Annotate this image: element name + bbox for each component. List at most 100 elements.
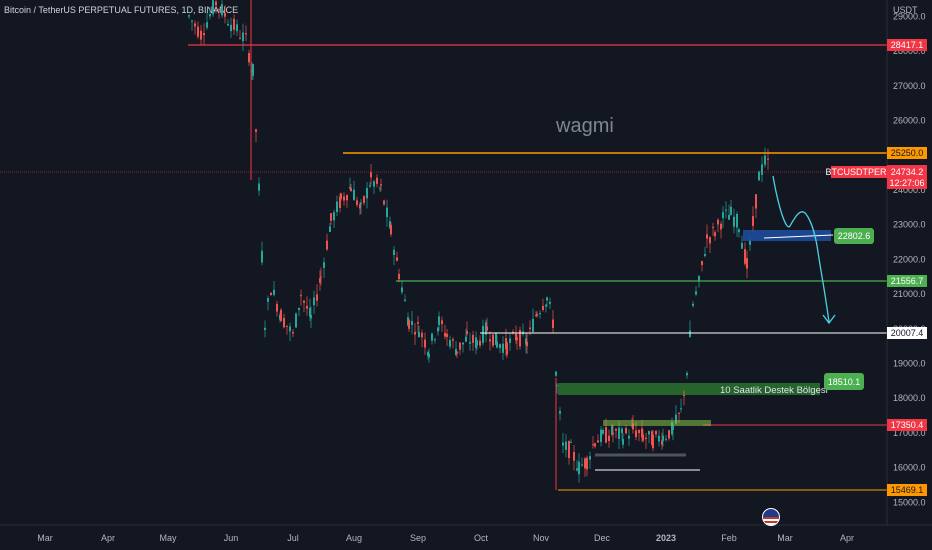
candle-body — [562, 442, 564, 446]
candle-body — [584, 458, 586, 469]
candle-body — [589, 456, 591, 460]
candle-body — [446, 333, 448, 337]
candle-body — [764, 155, 766, 165]
resistance-zone-blue[interactable] — [743, 230, 831, 241]
candle-body — [323, 262, 325, 268]
price-tick-label: 17000.0 — [893, 428, 926, 438]
candle-body — [434, 339, 436, 341]
candle-body — [662, 435, 664, 441]
candle-body — [552, 319, 554, 328]
candle-body — [373, 181, 375, 187]
candle-body — [300, 295, 302, 297]
time-tick-label: Apr — [101, 533, 115, 543]
projection-arrowhead — [822, 314, 836, 325]
candle-body — [212, 0, 214, 15]
candle-body — [343, 196, 345, 201]
time-tick-label: 2023 — [656, 533, 676, 543]
zone-annotation: 10 Saatlik Destek Bölgesi — [720, 385, 828, 396]
candle-body — [611, 426, 613, 435]
candle-body — [408, 319, 410, 329]
axis-tag-text: 25250.0 — [891, 148, 924, 158]
candle-body — [752, 216, 754, 226]
axis-tag-21556: 21556.7 — [887, 275, 927, 287]
support-zone-small[interactable] — [603, 420, 711, 426]
candle-body — [612, 432, 614, 435]
candle-body — [502, 343, 504, 353]
candle-body — [722, 212, 724, 219]
axis-tag-28417: 28417.1 — [887, 39, 927, 51]
candle-body — [197, 26, 199, 37]
candle-body — [576, 468, 578, 471]
candle-body — [370, 172, 372, 178]
candle-body — [767, 158, 769, 160]
time-tick-label: Mar — [37, 533, 53, 543]
price-tick-label: 26000.0 — [893, 115, 926, 125]
candle-body — [648, 431, 650, 435]
candle-body — [360, 202, 362, 205]
current-price-text: 24734.2 — [891, 167, 924, 177]
zone-pointer — [763, 234, 834, 239]
candle-body — [655, 431, 657, 435]
support-zone-10h[interactable] — [558, 383, 820, 395]
us-flag-icon[interactable] — [762, 508, 780, 526]
candle-body — [330, 213, 332, 221]
candle-body — [545, 304, 547, 307]
candle-body — [686, 373, 688, 376]
candle-body — [437, 327, 439, 332]
candle-body — [310, 314, 312, 319]
candle-body — [594, 443, 596, 447]
axis-tag-25250: 25250.0 — [887, 147, 927, 159]
candle-body — [452, 339, 454, 341]
candle-body — [529, 327, 531, 330]
time-tick-label: Feb — [721, 533, 737, 543]
candle-body — [379, 187, 381, 189]
candle-body — [393, 249, 395, 256]
candle-body — [386, 207, 388, 218]
candle-body — [704, 254, 706, 257]
candle-body — [605, 427, 607, 443]
candle-body — [353, 189, 355, 201]
candle-body — [369, 185, 371, 187]
candle-body — [411, 320, 413, 326]
price-axis[interactable]: 29000.028000.027000.026000.025000.024000… — [893, 11, 926, 507]
symbol-tag-text: BTCUSDTPERP — [825, 167, 892, 177]
candle-body — [519, 330, 521, 347]
candle-body — [252, 63, 254, 76]
candle-body — [615, 428, 617, 431]
candle-body — [573, 451, 575, 461]
candle-body — [472, 334, 474, 343]
candles-layer — [188, 0, 769, 483]
candle-body — [489, 339, 491, 342]
candle-body — [712, 226, 714, 228]
axis-tag-text: 21556.7 — [891, 276, 924, 286]
projection-arrow — [772, 175, 830, 323]
candle-body — [496, 341, 498, 348]
candle-body — [329, 226, 331, 232]
candle-body — [486, 326, 488, 331]
candle-body — [546, 297, 548, 301]
candle-body — [492, 334, 494, 346]
candle-body — [380, 184, 382, 186]
candle-body — [714, 232, 716, 237]
candle-body — [414, 331, 416, 335]
candle-body — [701, 260, 703, 265]
time-axis[interactable]: Mar Apr May Jun Jul Aug Sep Oct Nov Dec 2023 Feb Mar… — [37, 533, 854, 543]
candle-body — [203, 33, 205, 36]
price-tick-label: 22000.0 — [893, 254, 926, 264]
candle-body — [509, 338, 511, 343]
candle-body — [404, 299, 406, 301]
current-price-tag: 24734.212:27:06 — [887, 165, 927, 189]
candle-body — [428, 353, 430, 358]
time-tick-label: Sep — [410, 533, 426, 543]
candle-body — [363, 196, 365, 203]
time-tick-label: Mar — [777, 533, 793, 543]
candle-body — [417, 322, 419, 324]
axis-tag-15469: 15469.1 — [887, 484, 927, 496]
candle-body — [581, 464, 583, 466]
candle-body — [200, 30, 202, 40]
candle-body — [444, 332, 446, 337]
candle-body — [221, 4, 223, 16]
axis-tag-text: 15469.1 — [891, 485, 924, 495]
candle-body — [462, 342, 464, 345]
